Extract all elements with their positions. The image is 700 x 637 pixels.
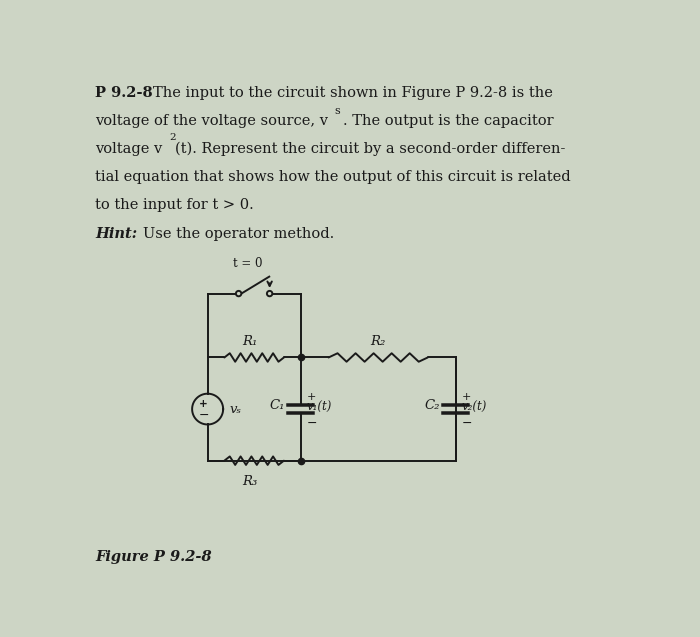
Text: R₁: R₁ bbox=[243, 335, 258, 348]
Text: C₁: C₁ bbox=[270, 399, 285, 412]
Text: (t). Represent the circuit by a second-order differen-: (t). Represent the circuit by a second-o… bbox=[175, 142, 566, 156]
Text: v₂(t): v₂(t) bbox=[462, 401, 487, 414]
Text: −: − bbox=[199, 409, 209, 422]
Text: +: + bbox=[307, 392, 316, 402]
Text: Figure P 9.2-8: Figure P 9.2-8 bbox=[95, 550, 212, 564]
Text: −: − bbox=[307, 417, 317, 429]
Text: vₛ: vₛ bbox=[230, 403, 242, 415]
Text: R₃: R₃ bbox=[243, 475, 258, 487]
Text: C₂: C₂ bbox=[425, 399, 440, 412]
Text: 2: 2 bbox=[169, 133, 176, 142]
Text: v₁(t): v₁(t) bbox=[307, 401, 332, 414]
Text: voltage of the voltage source, v: voltage of the voltage source, v bbox=[95, 114, 328, 128]
Text: −: − bbox=[462, 417, 472, 429]
Text: The input to the circuit shown in Figure P 9.2-8 is the: The input to the circuit shown in Figure… bbox=[153, 86, 553, 99]
Circle shape bbox=[267, 291, 272, 296]
Text: Use the operator method.: Use the operator method. bbox=[144, 227, 335, 241]
Circle shape bbox=[236, 291, 241, 296]
Text: s: s bbox=[334, 106, 340, 116]
Text: t = 0: t = 0 bbox=[233, 257, 262, 271]
Text: Hint:: Hint: bbox=[95, 227, 137, 241]
Text: R₂: R₂ bbox=[370, 335, 386, 348]
Text: voltage v: voltage v bbox=[95, 142, 162, 156]
Text: +: + bbox=[462, 392, 471, 402]
Text: +: + bbox=[199, 399, 208, 409]
Text: P 9.2-8: P 9.2-8 bbox=[95, 86, 153, 99]
Text: to the input for t > 0.: to the input for t > 0. bbox=[95, 198, 254, 212]
Text: tial equation that shows how the output of this circuit is related: tial equation that shows how the output … bbox=[95, 170, 571, 184]
Text: . The output is the capacitor: . The output is the capacitor bbox=[343, 114, 554, 128]
